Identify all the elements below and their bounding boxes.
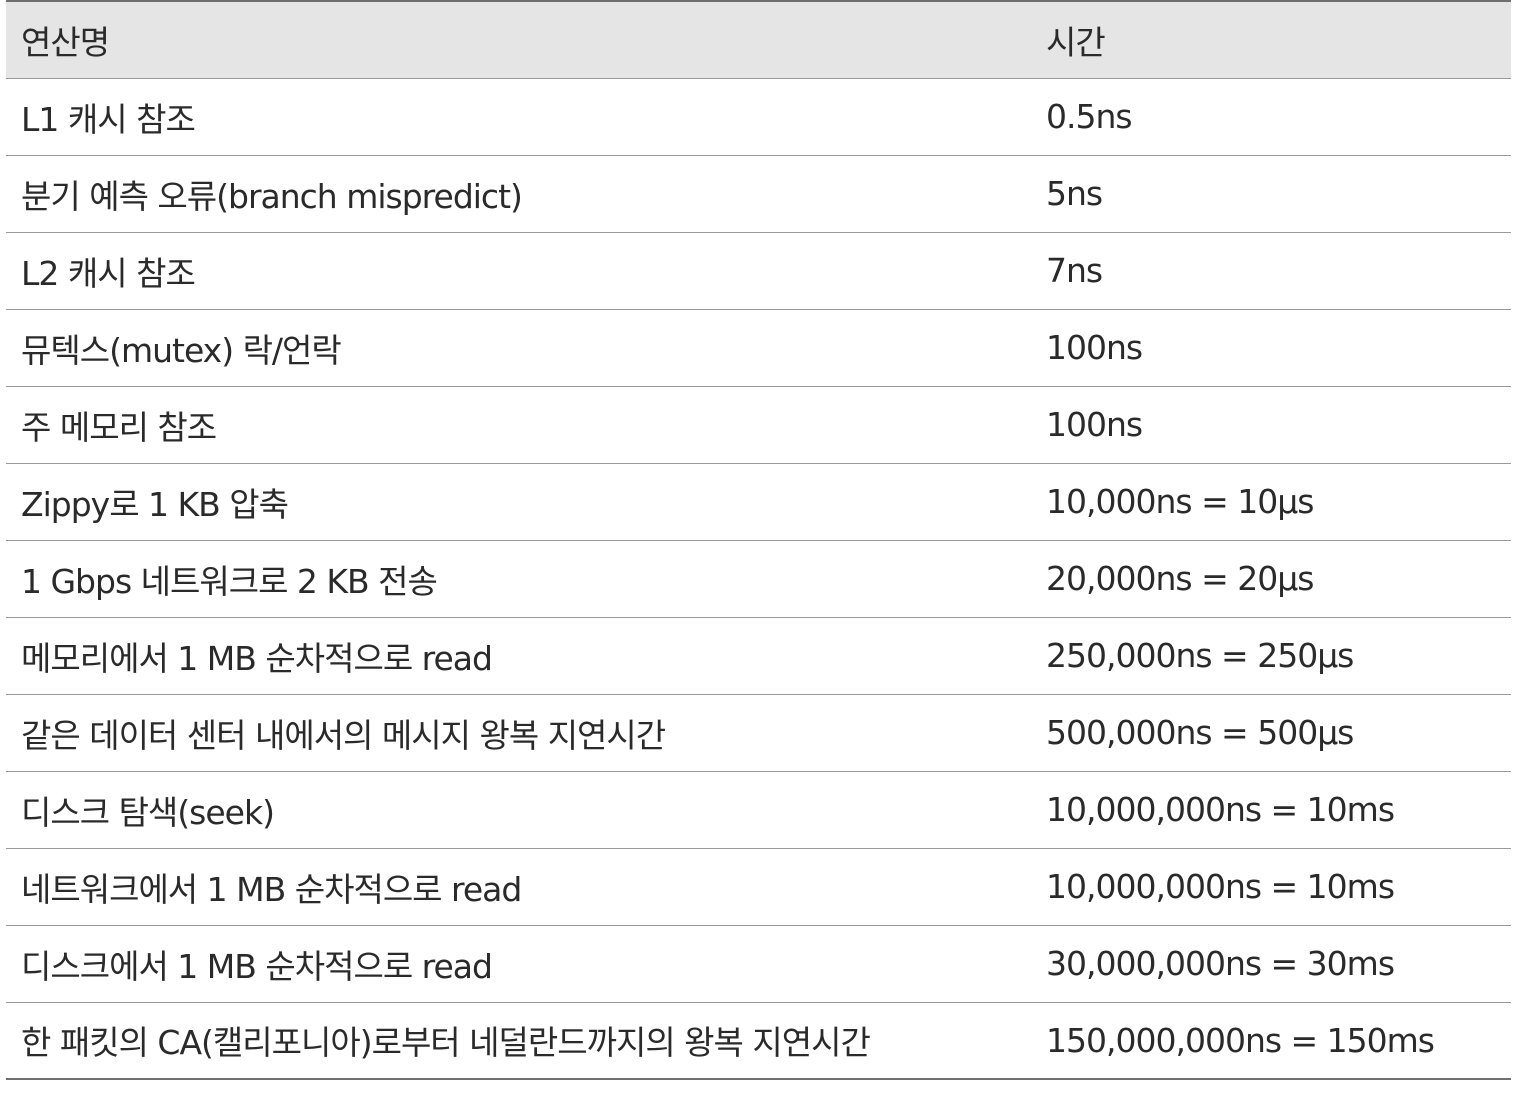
table-row: 디스크에서 1 MB 순차적으로 read 30,000,000ns = 30m…	[6, 925, 1511, 1003]
time-cell: 30,000,000ns = 30ms	[1031, 925, 1511, 1003]
header-operation: 연산명	[6, 0, 1031, 79]
table-row: L2 캐시 참조 7ns	[6, 232, 1511, 310]
time-cell: 0.5ns	[1031, 78, 1511, 156]
time-cell: 7ns	[1031, 232, 1511, 310]
table-row: L1 캐시 참조 0.5ns	[6, 78, 1511, 156]
operation-cell: L2 캐시 참조	[6, 232, 1031, 310]
operation-cell: Zippy로 1 KB 압축	[6, 463, 1031, 541]
operation-cell: 1 Gbps 네트워크로 2 KB 전송	[6, 540, 1031, 618]
header-row: 연산명 시간	[6, 0, 1511, 79]
time-cell: 250,000ns = 250µs	[1031, 617, 1511, 695]
time-cell: 5ns	[1031, 155, 1511, 233]
table-row: 주 메모리 참조 100ns	[6, 386, 1511, 464]
operation-cell: 주 메모리 참조	[6, 386, 1031, 464]
header-time: 시간	[1031, 0, 1511, 79]
table-row: 뮤텍스(mutex) 락/언락 100ns	[6, 309, 1511, 387]
operation-cell: 뮤텍스(mutex) 락/언락	[6, 309, 1031, 387]
time-cell: 10,000,000ns = 10ms	[1031, 848, 1511, 926]
time-cell: 500,000ns = 500µs	[1031, 694, 1511, 772]
operation-cell: 네트워크에서 1 MB 순차적으로 read	[6, 848, 1031, 926]
table-row: Zippy로 1 KB 압축 10,000ns = 10µs	[6, 463, 1511, 541]
latency-table: 연산명 시간 L1 캐시 참조 0.5ns 분기 예측 오류(branch mi…	[6, 0, 1511, 1080]
operation-cell: 디스크 탐색(seek)	[6, 771, 1031, 849]
table-row: 1 Gbps 네트워크로 2 KB 전송 20,000ns = 20µs	[6, 540, 1511, 618]
operation-cell: 분기 예측 오류(branch mispredict)	[6, 155, 1031, 233]
table-row: 분기 예측 오류(branch mispredict) 5ns	[6, 155, 1511, 233]
table-row: 디스크 탐색(seek) 10,000,000ns = 10ms	[6, 771, 1511, 849]
table-row: 같은 데이터 센터 내에서의 메시지 왕복 지연시간 500,000ns = 5…	[6, 694, 1511, 772]
table-row: 네트워크에서 1 MB 순차적으로 read 10,000,000ns = 10…	[6, 848, 1511, 926]
time-cell: 10,000,000ns = 10ms	[1031, 771, 1511, 849]
table-body: L1 캐시 참조 0.5ns 분기 예측 오류(branch mispredic…	[6, 78, 1511, 1080]
operation-cell: L1 캐시 참조	[6, 78, 1031, 156]
time-cell: 10,000ns = 10µs	[1031, 463, 1511, 541]
time-cell: 100ns	[1031, 309, 1511, 387]
latency-table-container: 연산명 시간 L1 캐시 참조 0.5ns 분기 예측 오류(branch mi…	[6, 0, 1511, 1080]
operation-cell: 같은 데이터 센터 내에서의 메시지 왕복 지연시간	[6, 694, 1031, 772]
table-header: 연산명 시간	[6, 0, 1511, 79]
time-cell: 100ns	[1031, 386, 1511, 464]
operation-cell: 한 패킷의 CA(캘리포니아)로부터 네덜란드까지의 왕복 지연시간	[6, 1002, 1031, 1080]
operation-cell: 메모리에서 1 MB 순차적으로 read	[6, 617, 1031, 695]
table-row: 메모리에서 1 MB 순차적으로 read 250,000ns = 250µs	[6, 617, 1511, 695]
time-cell: 20,000ns = 20µs	[1031, 540, 1511, 618]
operation-cell: 디스크에서 1 MB 순차적으로 read	[6, 925, 1031, 1003]
time-cell: 150,000,000ns = 150ms	[1031, 1002, 1511, 1080]
table-row: 한 패킷의 CA(캘리포니아)로부터 네덜란드까지의 왕복 지연시간 150,0…	[6, 1002, 1511, 1080]
